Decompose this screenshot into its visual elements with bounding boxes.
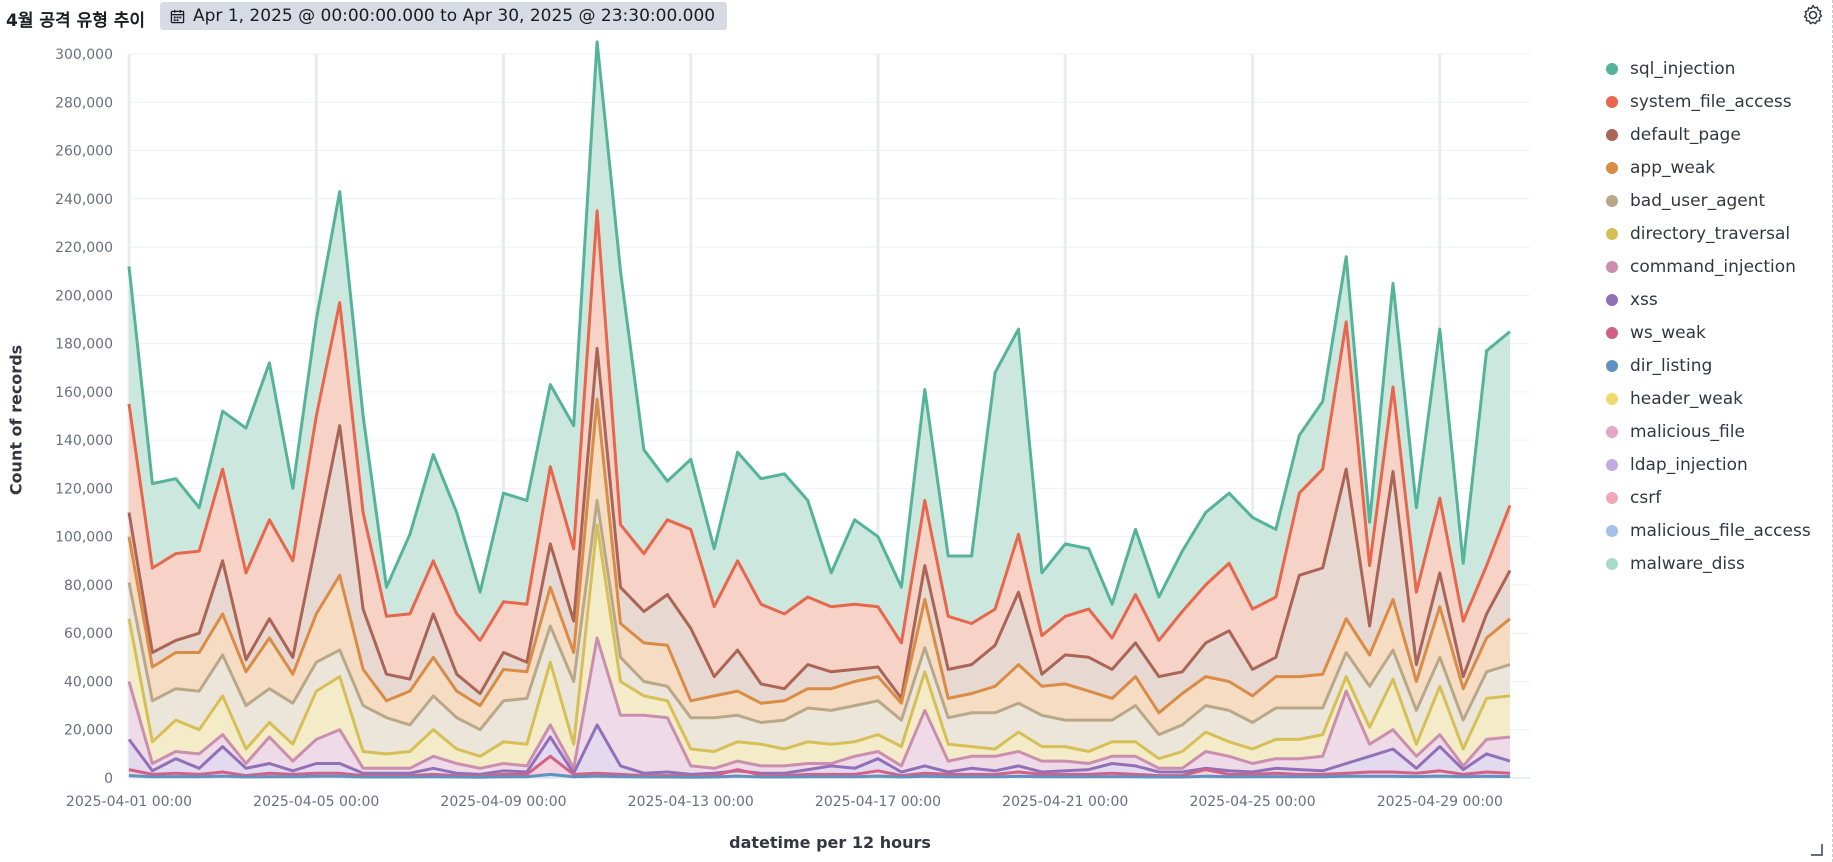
legend-item-directory-traversal[interactable]: directory_traversal (1600, 217, 1830, 250)
time-range-badge[interactable]: Apr 1, 2025 @ 00:00:00.000 to Apr 30, 20… (160, 2, 728, 30)
line-malware-diss (127, 40, 1511, 606)
legend-label: app_weak (1630, 157, 1716, 178)
legend-label: xss (1630, 289, 1658, 310)
legend-item-bad-user-agent[interactable]: bad_user_agent (1600, 184, 1830, 217)
legend-swatch (1606, 194, 1618, 207)
legend-item-default-page[interactable]: default_page (1600, 118, 1830, 151)
x-tick-label: 2025-04-01 00:00 (66, 794, 192, 810)
legend-label: command_injection (1630, 256, 1796, 277)
y-tick-label: 20,000 (64, 723, 113, 739)
x-tick-label: 2025-04-17 00:00 (815, 794, 941, 810)
legend-label: malware_diss (1630, 553, 1745, 574)
legend-swatch (1606, 458, 1618, 471)
legend-label: malicious_file (1630, 421, 1745, 442)
calendar-icon (170, 9, 185, 23)
legend-swatch (1606, 425, 1618, 438)
line-command-injection (127, 636, 1511, 770)
legend-swatch (1606, 293, 1618, 306)
legend-label: csrf (1630, 487, 1662, 508)
legend-item-malware-diss[interactable]: malware_diss (1600, 547, 1830, 580)
x-tick-label: 2025-04-09 00:00 (440, 794, 566, 810)
legend-item-xss[interactable]: xss (1600, 283, 1830, 316)
legend-swatch (1606, 326, 1618, 339)
chart-legend: sql_injection system_file_access default_p… (1600, 52, 1830, 580)
legend-label: bad_user_agent (1630, 190, 1766, 211)
legend-label: header_weak (1630, 388, 1744, 409)
line-app-weak (127, 397, 1511, 715)
y-tick-label: 160,000 (55, 385, 113, 401)
legend-swatch (1606, 95, 1618, 108)
legend-item-malicious-file-access[interactable]: malicious_file_access (1600, 514, 1830, 547)
x-tick-label: 2025-04-29 00:00 (1377, 794, 1503, 810)
legend-label: directory_traversal (1630, 223, 1791, 244)
legend-item-app-weak[interactable]: app_weak (1600, 151, 1830, 184)
y-tick-label: 80,000 (64, 578, 113, 594)
y-tick-label: 120,000 (55, 481, 113, 497)
legend-label: default_page (1630, 124, 1741, 145)
y-axis-label: Count of records (6, 344, 26, 496)
line-ws-weak (128, 754, 1511, 778)
x-tick-label: 2025-04-25 00:00 (1189, 794, 1315, 810)
legend-item-ldap-injection[interactable]: ldap_injection (1600, 448, 1830, 481)
y-tick-label: 200,000 (55, 288, 113, 304)
y-tick-label: 280,000 (55, 95, 113, 111)
legend-item-header-weak[interactable]: header_weak (1600, 382, 1830, 415)
legend-label: dir_listing (1630, 355, 1713, 376)
y-tick-label: 100,000 (55, 530, 113, 546)
legend-swatch (1606, 227, 1618, 240)
y-tick-label: 240,000 (55, 192, 113, 208)
y-tick-label: 220,000 (55, 240, 113, 256)
line-default-page (127, 346, 1512, 700)
line-directory-traversal (127, 523, 1511, 761)
legend-swatch (1606, 524, 1618, 537)
line-bad-user-agent (127, 499, 1511, 737)
gear-icon[interactable] (1801, 3, 1825, 27)
legend-item-sql-injection[interactable]: sql_injection (1600, 52, 1830, 85)
legend-item-csrf[interactable]: csrf (1600, 481, 1830, 514)
line-system-file-access (127, 209, 1512, 645)
x-tick-label: 2025-04-13 00:00 (628, 794, 754, 810)
line-dir-listing (128, 772, 1511, 779)
y-tick-label: 0 (104, 771, 113, 787)
line-xss (127, 723, 1511, 776)
legend-item-system-file-access[interactable]: system_file_access (1600, 85, 1830, 118)
x-axis-label: datetime per 12 hours (729, 833, 931, 852)
legend-item-malicious-file[interactable]: malicious_file (1600, 415, 1830, 448)
y-tick-label: 140,000 (55, 433, 113, 449)
time-range-text: Apr 1, 2025 @ 00:00:00.000 to Apr 30, 20… (193, 6, 716, 26)
y-tick-label: 300,000 (55, 47, 113, 63)
legend-swatch (1606, 128, 1618, 141)
legend-swatch (1606, 359, 1618, 372)
y-tick-label: 40,000 (64, 674, 113, 690)
legend-label: ldap_injection (1630, 454, 1748, 475)
y-tick-label: 180,000 (55, 337, 113, 353)
x-tick-label: 2025-04-21 00:00 (1002, 794, 1128, 810)
area-system-file-access (129, 210, 1510, 778)
y-axis-label-wrap: Count of records (2, 345, 28, 495)
legend-label: system_file_access (1630, 91, 1792, 112)
legend-label: sql_injection (1630, 58, 1736, 79)
panel-header: 4월 공격 유형 추이 Apr 1, 2025 @ 00:00:00.000 t… (0, 0, 1833, 34)
x-tick-label: 2025-04-05 00:00 (253, 794, 379, 810)
legend-swatch (1606, 161, 1618, 174)
legend-label: ws_weak (1630, 322, 1706, 343)
legend-swatch (1606, 392, 1618, 405)
legend-swatch (1606, 491, 1618, 504)
area-malware-diss (129, 41, 1510, 778)
y-tick-label: 260,000 (55, 144, 113, 160)
legend-label: malicious_file_access (1630, 520, 1811, 541)
panel-title: 4월 공격 유형 추이 (6, 11, 146, 31)
legend-swatch (1606, 260, 1618, 273)
legend-item-command-injection[interactable]: command_injection (1600, 250, 1830, 283)
legend-item-dir-listing[interactable]: dir_listing (1600, 349, 1830, 382)
y-tick-label: 60,000 (64, 626, 113, 642)
resize-handle-icon[interactable] (1811, 844, 1823, 856)
legend-swatch (1606, 62, 1618, 75)
legend-item-ws-weak[interactable]: ws_weak (1600, 316, 1830, 349)
legend-swatch (1606, 557, 1618, 570)
